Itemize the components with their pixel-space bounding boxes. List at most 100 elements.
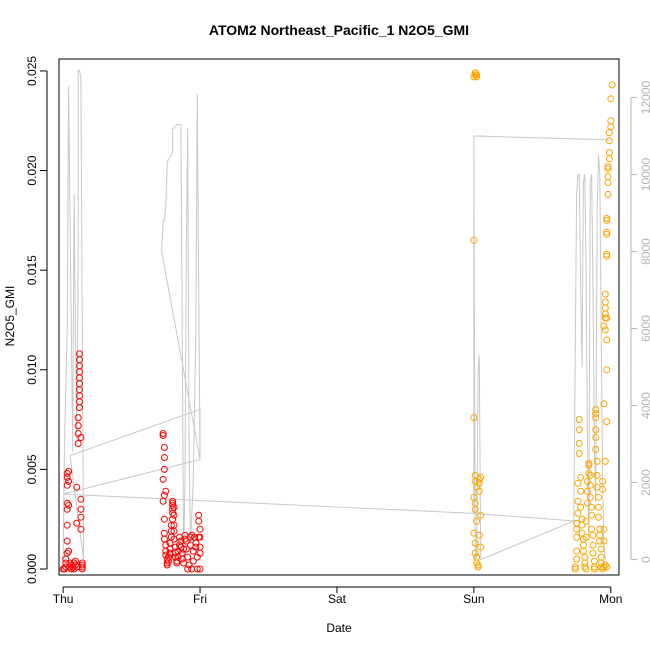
data-point-series-2 xyxy=(471,69,479,77)
data-point-series-2 xyxy=(574,509,582,517)
data-point-series-2 xyxy=(473,71,481,79)
data-point-series-2 xyxy=(596,537,604,545)
data-point-series-2 xyxy=(605,129,613,137)
data-point-series-1 xyxy=(65,501,73,509)
data-point-series-1 xyxy=(74,422,82,430)
data-point-series-1 xyxy=(77,434,85,441)
data-point-series-1 xyxy=(176,541,183,549)
data-point-series-2 xyxy=(586,481,594,489)
data-point-series-2 xyxy=(575,416,583,424)
data-point-series-2 xyxy=(603,216,611,224)
data-point-series-1 xyxy=(192,539,200,547)
data-point-series-2 xyxy=(595,493,602,501)
y-tick-label-left: 0.005 xyxy=(25,454,39,484)
data-point-series-2 xyxy=(600,400,608,408)
data-point-series-1 xyxy=(71,561,79,569)
data-point-series-2 xyxy=(604,165,612,173)
data-point-series-2 xyxy=(601,561,609,569)
data-point-series-1 xyxy=(65,477,73,485)
x-tick-label: Thu xyxy=(53,592,74,606)
data-point-series-1 xyxy=(63,537,71,545)
y-tick-label-right: 2000 xyxy=(639,469,650,496)
data-point-series-2 xyxy=(589,549,597,557)
data-point-series-2 xyxy=(589,531,597,539)
data-point-series-1 xyxy=(186,533,194,541)
data-point-series-2 xyxy=(603,230,611,238)
data-point-series-2 xyxy=(590,565,598,573)
y-tick-label-left: 0.020 xyxy=(25,155,39,185)
data-point-series-2 xyxy=(577,487,585,495)
y-tick-label-right: 0 xyxy=(639,556,650,563)
data-point-series-1 xyxy=(196,565,204,573)
y-axis-left: 0.000 0.005 0.010 0.015 0.020 0.025 xyxy=(25,56,48,584)
data-point-series-2 xyxy=(592,406,600,414)
data-point-series-1 xyxy=(196,525,204,533)
y-tick-label-right: 6000 xyxy=(639,315,650,342)
data-point-series-2 xyxy=(599,477,607,485)
data-point-series-1 xyxy=(170,503,178,511)
data-point-series-2 xyxy=(582,517,590,525)
data-point-series-1 xyxy=(63,549,71,557)
data-point-series-1 xyxy=(169,515,177,523)
y-tick-label-right: 12000 xyxy=(639,80,650,114)
data-point-series-2 xyxy=(603,366,611,374)
data-point-series-2 xyxy=(595,503,602,511)
data-point-series-2 xyxy=(597,553,605,561)
data-point-series-2 xyxy=(592,414,600,422)
data-point-series-1 xyxy=(182,537,190,545)
y-tick-label-left: 0.015 xyxy=(25,255,39,285)
data-point-series-2 xyxy=(473,559,481,567)
data-point-series-2 xyxy=(601,290,609,298)
data-point-series-2 xyxy=(603,252,611,260)
data-point-series-2 xyxy=(581,563,589,571)
data-point-series-1 xyxy=(78,565,86,573)
data-point-series-2 xyxy=(470,414,478,422)
data-point-series-1 xyxy=(182,545,190,553)
data-point-series-1 xyxy=(73,519,81,527)
data-point-series-1 xyxy=(159,497,167,505)
data-point-series-1 xyxy=(76,350,83,358)
data-points-layer xyxy=(59,69,616,573)
data-point-series-2 xyxy=(600,322,608,330)
data-point-series-2 xyxy=(474,563,482,571)
data-point-series-1 xyxy=(77,525,85,533)
data-point-series-2 xyxy=(579,547,587,555)
data-point-series-2 xyxy=(590,563,598,571)
data-point-series-2 xyxy=(470,236,478,244)
data-point-series-2 xyxy=(573,533,581,541)
data-point-series-2 xyxy=(573,547,581,555)
data-point-series-1 xyxy=(170,511,178,519)
data-point-series-2 xyxy=(585,459,593,467)
data-point-series-2 xyxy=(582,533,590,541)
data-point-series-2 xyxy=(607,117,615,125)
x-axis: Thu Fri Sat Sun Mon xyxy=(53,586,622,606)
data-point-series-1 xyxy=(78,563,86,571)
data-point-series-1 xyxy=(160,515,168,523)
data-point-series-1 xyxy=(195,517,203,525)
x-tick-label: Mon xyxy=(599,592,622,606)
data-point-series-2 xyxy=(592,446,600,453)
data-point-series-2 xyxy=(582,565,590,573)
y-tick-label-left: 0.010 xyxy=(25,354,39,384)
data-point-series-1 xyxy=(169,501,177,509)
data-point-series-1 xyxy=(180,545,188,553)
data-point-series-1 xyxy=(63,469,71,477)
data-point-series-1 xyxy=(160,444,168,451)
data-point-series-2 xyxy=(603,418,611,426)
data-point-series-1 xyxy=(160,535,168,543)
data-point-series-2 xyxy=(584,487,591,495)
data-point-series-1 xyxy=(184,565,192,573)
data-point-series-1 xyxy=(196,543,204,551)
data-point-series-1 xyxy=(159,432,167,439)
data-point-series-2 xyxy=(593,471,601,479)
data-point-series-2 xyxy=(593,457,601,465)
data-point-series-1 xyxy=(160,491,168,499)
data-point-series-1 xyxy=(78,561,86,569)
data-point-series-2 xyxy=(581,553,589,561)
data-point-series-2 xyxy=(603,314,611,322)
data-point-series-2 xyxy=(601,304,609,312)
chart-title: ATOM2 Northeast_Pacific_1 N2O5_GMI xyxy=(209,22,469,38)
data-point-series-1 xyxy=(159,475,167,483)
data-point-series-1 xyxy=(160,465,168,473)
data-point-series-2 xyxy=(571,565,579,573)
